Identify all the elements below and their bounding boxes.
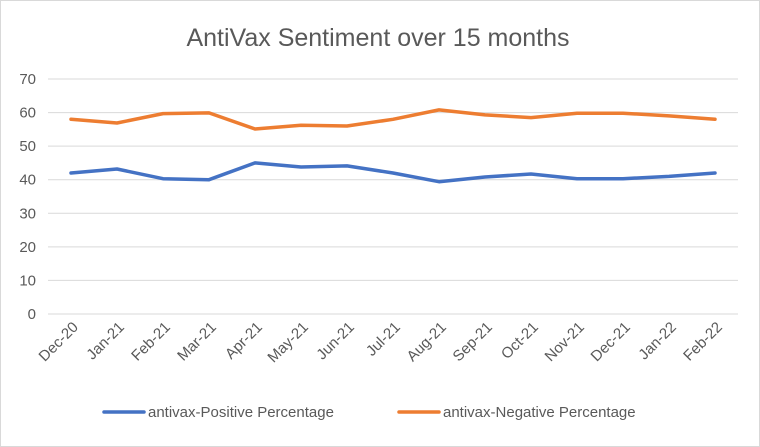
x-tick-label: May-21 (264, 319, 311, 366)
y-tick-label: 40 (19, 172, 36, 189)
legend-label: antivax-Negative Percentage (443, 404, 636, 421)
x-tick-label: Mar-21 (174, 319, 220, 365)
y-tick-label: 20 (19, 239, 36, 256)
series-lines (69, 108, 717, 184)
x-tick-label: Oct-21 (498, 319, 542, 363)
y-tick-label: 0 (28, 306, 36, 323)
y-tick-label: 60 (19, 105, 36, 122)
y-tick-label: 70 (19, 71, 36, 88)
x-tick-label: Nov-21 (542, 319, 588, 365)
x-tick-label: Feb-21 (128, 319, 174, 365)
x-tick-label: Apr-21 (222, 319, 266, 363)
y-tick-label: 10 (19, 272, 36, 289)
x-tick-label: Jul-21 (363, 319, 404, 360)
x-tick-label: Jan-21 (83, 319, 127, 363)
x-tick-label: Jan-22 (635, 319, 679, 363)
legend: antivax-Positive Percentage antivax-Negat… (102, 404, 636, 421)
x-tick-label: Sep-21 (450, 319, 496, 365)
y-axis-ticks: 0 10 20 30 40 50 60 70 (19, 71, 36, 323)
legend-label: antivax-Positive Percentage (148, 404, 334, 421)
y-tick-label: 30 (19, 205, 36, 222)
chart-title: AntiVax Sentiment over 15 months (186, 24, 569, 52)
x-tick-label: Feb-22 (680, 319, 726, 365)
x-tick-label: Dec-21 (588, 319, 634, 365)
x-tick-label: Dec-20 (36, 319, 82, 365)
x-tick-label: Jun-21 (313, 319, 357, 363)
x-tick-label: Aug-21 (404, 319, 450, 365)
series-line-positive (69, 161, 717, 184)
series-line-negative (69, 108, 717, 131)
y-tick-label: 50 (19, 138, 36, 155)
